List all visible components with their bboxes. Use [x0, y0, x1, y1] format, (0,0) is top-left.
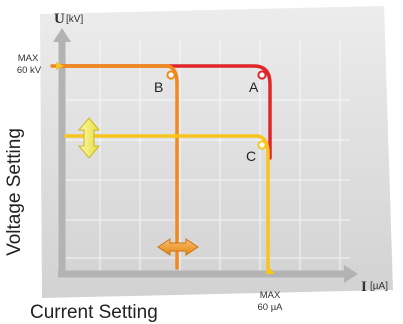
y-max-label-line1: MAX — [18, 53, 39, 64]
point-a-marker — [257, 70, 267, 80]
curve-yellow — [64, 134, 270, 274]
point-b-marker — [166, 70, 176, 80]
y-axis-unit: [kV] — [66, 14, 83, 25]
y-max-marker-icon — [56, 62, 64, 70]
voltage-adjust-arrow-icon[interactable] — [77, 117, 101, 159]
point-c-label: C — [246, 148, 256, 164]
point-a-label: A — [249, 79, 259, 95]
y-max-label-line2: 60 kV — [17, 65, 42, 76]
point-b-label: B — [154, 79, 163, 95]
x-axis-arrowhead — [344, 265, 358, 283]
x-max-label-line2: 60 µA — [257, 302, 283, 313]
curve-orange — [50, 64, 179, 270]
x-axis-symbol: I — [361, 279, 367, 295]
axes — [53, 28, 358, 283]
x-axis-unit: [µA] — [370, 281, 388, 292]
curve-red — [60, 64, 272, 160]
x-max-marker-icon — [265, 268, 275, 274]
y-axis-symbol: U — [54, 11, 65, 27]
y-axis-title: Voltage Setting — [4, 128, 25, 256]
current-adjust-arrow-icon[interactable] — [157, 238, 199, 256]
y-axis-arrowhead — [53, 28, 71, 42]
x-axis-title: Current Setting — [30, 302, 158, 323]
x-max-label-line1: MAX — [260, 290, 281, 301]
point-c-marker — [257, 140, 267, 150]
diagram-panel — [40, 6, 393, 298]
grid — [62, 40, 350, 272]
